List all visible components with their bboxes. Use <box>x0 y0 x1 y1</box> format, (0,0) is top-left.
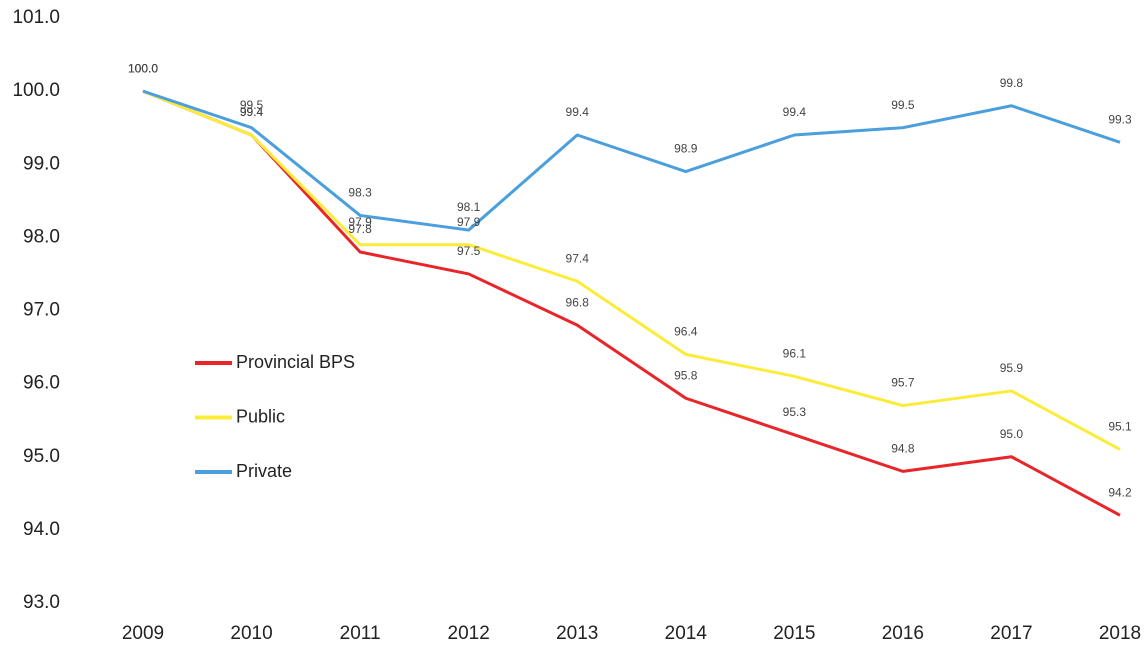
x-tick-label: 2009 <box>122 623 164 644</box>
series-line <box>142 89 1121 451</box>
data-label: 97.9 <box>348 215 372 229</box>
data-label: 95.0 <box>1000 427 1024 441</box>
y-tick-label: 101.0 <box>12 7 60 28</box>
data-label: 99.4 <box>566 105 590 119</box>
y-tick-label: 100.0 <box>12 80 60 101</box>
data-label: 95.9 <box>1000 361 1024 375</box>
data-label: 95.1 <box>1108 420 1132 434</box>
data-label: 100.0 <box>128 61 158 75</box>
data-label: 97.5 <box>457 244 481 258</box>
data-label: 96.4 <box>674 325 698 339</box>
data-label: 95.3 <box>783 405 807 419</box>
series-line <box>142 89 1121 517</box>
data-label: 99.8 <box>1000 76 1024 90</box>
y-tick-label: 98.0 <box>23 226 60 247</box>
data-label: 99.4 <box>240 105 264 119</box>
data-label: 97.9 <box>457 215 481 229</box>
x-tick-label: 2010 <box>230 623 272 644</box>
x-tick-label: 2014 <box>665 623 708 644</box>
y-tick-label: 97.0 <box>23 300 60 321</box>
x-tick-label: 2017 <box>990 623 1032 644</box>
data-label: 99.3 <box>1108 112 1132 126</box>
data-label: 100.0 <box>128 61 158 75</box>
x-tick-label: 2015 <box>773 623 815 644</box>
data-label: 94.8 <box>891 442 915 456</box>
legend-label: Public <box>236 406 285 426</box>
x-tick-label: 2018 <box>1099 623 1141 644</box>
y-tick-label: 95.0 <box>23 446 60 467</box>
data-label: 95.7 <box>891 376 915 390</box>
data-label: 99.4 <box>783 105 807 119</box>
x-tick-label: 2013 <box>556 623 598 644</box>
data-label: 97.4 <box>566 251 590 265</box>
data-label: 97.8 <box>348 222 372 236</box>
series-line <box>142 89 1121 232</box>
y-tick-label: 94.0 <box>23 519 60 540</box>
x-tick-label: 2012 <box>448 623 490 644</box>
y-tick-label: 99.0 <box>23 153 60 174</box>
data-label: 94.2 <box>1108 485 1132 499</box>
data-label: 99.5 <box>240 98 264 112</box>
y-tick-label: 93.0 <box>23 592 60 613</box>
data-label: 96.1 <box>783 346 807 360</box>
data-label: 95.8 <box>674 368 698 382</box>
y-tick-label: 96.0 <box>23 373 60 394</box>
x-tick-label: 2011 <box>340 623 381 644</box>
data-label: 96.8 <box>566 295 590 309</box>
data-label: 100.0 <box>128 61 158 75</box>
data-label: 99.5 <box>891 98 915 112</box>
data-label: 98.9 <box>674 142 698 156</box>
legend-label: Provincial BPS <box>236 352 355 372</box>
data-label: 98.1 <box>457 200 481 214</box>
x-tick-label: 2016 <box>882 623 924 644</box>
data-label: 98.3 <box>348 186 372 200</box>
data-label: 99.4 <box>240 105 264 119</box>
legend-label: Private <box>236 461 292 481</box>
